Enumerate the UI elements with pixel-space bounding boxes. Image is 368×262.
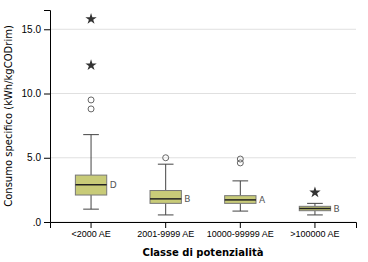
box xyxy=(225,196,256,204)
extreme xyxy=(309,186,320,197)
x-tick-label: <2000 AE xyxy=(71,229,110,239)
y-tick: .0 xyxy=(33,217,50,228)
chart: .0 5.0 10.0 15.0 <2000 AE 2001-9999 AE 10000-9… xyxy=(0,0,368,262)
box xyxy=(150,191,181,204)
lower-whisker-cap xyxy=(83,209,99,210)
boxes xyxy=(75,13,330,215)
box-label: D xyxy=(110,180,117,190)
box-group xyxy=(225,156,256,211)
y-tick-mark xyxy=(44,94,50,95)
x-tick: 2001-9999 AE xyxy=(137,222,194,239)
x-axis-title: Classe di potenzialità xyxy=(143,247,264,258)
grid-line xyxy=(50,157,356,158)
lower-whisker-cap xyxy=(158,214,174,215)
median xyxy=(299,208,330,210)
x-tick: >100000 AE xyxy=(290,222,339,239)
box-group xyxy=(299,186,330,214)
y-tick-mark xyxy=(44,222,50,223)
box-labels: D B A B xyxy=(110,180,340,214)
y-axis-line xyxy=(44,11,51,223)
y-tick: 5.0 xyxy=(27,152,50,163)
x-tick: 10000-99999 AE xyxy=(207,222,274,239)
x-tick: <2000 AE xyxy=(71,222,110,239)
median xyxy=(75,184,106,186)
median xyxy=(225,199,256,201)
x-tick-label: 2001-9999 AE xyxy=(137,229,194,239)
y-tick: 10.0 xyxy=(22,88,50,99)
outlier xyxy=(88,97,94,103)
box-label: B xyxy=(184,194,190,204)
grid xyxy=(50,29,356,222)
plot: .0 5.0 10.0 15.0 <2000 AE 2001-9999 AE 10000-9… xyxy=(22,11,357,240)
y-tick: 15.0 xyxy=(22,24,50,35)
upper-whisker-cap xyxy=(158,164,174,165)
x-tick-mark xyxy=(240,222,241,228)
upper-whisker xyxy=(240,181,241,196)
y-axis-title: Consumo specifico (kWh/kgCODrim) xyxy=(3,25,14,207)
y-tick-label: .0 xyxy=(33,217,42,228)
x-tick-label: >100000 AE xyxy=(290,229,339,239)
grid-line xyxy=(50,29,356,30)
upper-whisker-cap xyxy=(307,203,323,204)
upper-whisker-cap xyxy=(83,134,99,135)
y-axis: .0 5.0 10.0 15.0 xyxy=(22,11,51,228)
extreme xyxy=(85,59,96,70)
upper-whisker xyxy=(165,164,166,190)
box-label: B xyxy=(334,204,340,214)
lower-whisker-cap xyxy=(232,211,248,212)
lower-whisker xyxy=(240,203,241,211)
x-tick-mark xyxy=(165,222,166,228)
lower-whisker-cap xyxy=(307,214,323,215)
x-tick-mark xyxy=(91,222,92,228)
box-group xyxy=(150,155,181,215)
x-tick-label: 10000-99999 AE xyxy=(207,229,274,239)
y-tick-label: 10.0 xyxy=(22,88,42,99)
lower-whisker xyxy=(314,211,315,215)
x-axis-line xyxy=(51,223,357,229)
y-tick-mark xyxy=(44,158,50,159)
outlier xyxy=(88,106,94,112)
grid-line xyxy=(50,93,356,94)
outlier xyxy=(237,160,243,166)
lower-whisker xyxy=(91,195,92,209)
upper-whisker xyxy=(91,135,92,175)
box-label: A xyxy=(259,195,266,205)
lower-whisker xyxy=(165,203,166,215)
box-group xyxy=(75,13,106,209)
median xyxy=(150,198,181,200)
box xyxy=(75,175,106,195)
extreme xyxy=(85,13,96,24)
y-tick-label: 5.0 xyxy=(27,152,41,163)
box xyxy=(299,206,330,210)
x-tick-mark xyxy=(314,222,315,228)
x-axis: <2000 AE 2001-9999 AE 10000-99999 AE >10000… xyxy=(51,222,357,239)
y-tick-label: 15.0 xyxy=(22,24,42,35)
outlier xyxy=(163,155,169,161)
y-tick-mark xyxy=(44,29,50,30)
upper-whisker-cap xyxy=(232,180,248,181)
